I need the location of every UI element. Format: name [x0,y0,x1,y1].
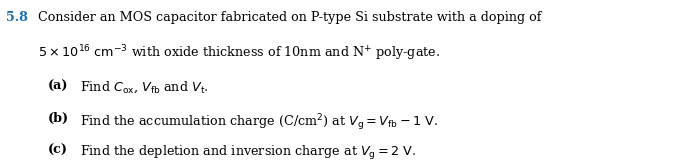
Text: 5.8: 5.8 [6,11,27,24]
Text: $5\times10^{16}\ \mathrm{cm}^{-3}$ with oxide thickness of 10nm and N$^{+}$ poly: $5\times10^{16}\ \mathrm{cm}^{-3}$ with … [38,43,441,63]
Text: Consider an MOS capacitor fabricated on P-type Si substrate with a doping of: Consider an MOS capacitor fabricated on … [38,11,542,24]
Text: (c): (c) [47,144,68,157]
Text: (b): (b) [47,112,68,125]
Text: Find $C_{\mathrm{ox}}$, $V_{\mathrm{fb}}$ and $V_{\mathrm{t}}$.: Find $C_{\mathrm{ox}}$, $V_{\mathrm{fb}}… [80,80,209,96]
Text: Find the depletion and inversion charge at $V_{\mathrm{g}}=2\ \mathrm{V}$.: Find the depletion and inversion charge … [80,144,417,160]
Text: Find the accumulation charge (C/cm$^{2}$) at $V_{\mathrm{g}}=V_{\mathrm{fb}}-1\ : Find the accumulation charge (C/cm$^{2}$… [80,112,438,133]
Text: (a): (a) [47,80,68,93]
